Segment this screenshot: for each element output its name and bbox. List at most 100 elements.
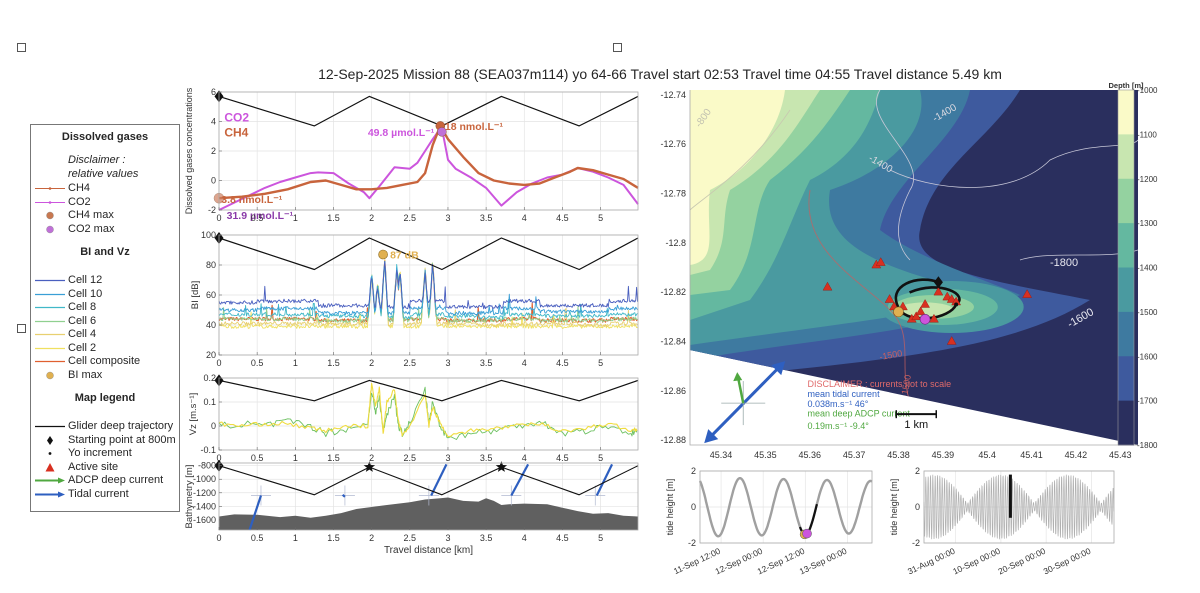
checkbox-left[interactable] xyxy=(17,43,26,52)
map-plot: -800-1400-1400-1800-1600-1500-1500DISCLA… xyxy=(660,81,1158,460)
bi-line-cell-10 xyxy=(218,260,638,316)
y-axis-label: Dissolved gases concentrations xyxy=(184,87,194,214)
annotation-bi-max: 87 dB xyxy=(390,250,419,262)
map-y-tick-label: -12.8 xyxy=(665,238,686,248)
active-site-marker xyxy=(946,336,957,345)
x-tick-label: 4.5 xyxy=(556,533,569,543)
tidal-arrow xyxy=(430,463,448,496)
marker-co2-max xyxy=(437,127,447,137)
legend-swatch xyxy=(48,452,52,455)
x-tick-label: 1.5 xyxy=(327,533,340,543)
bi-line-cell-8 xyxy=(218,261,638,320)
legend-swatch xyxy=(35,425,65,428)
active-site-marker xyxy=(911,311,922,321)
y-tick-label: 0 xyxy=(915,502,920,512)
map-x-tick-label: 45.39 xyxy=(932,450,955,460)
legend-item-yo-increment: Yo increment xyxy=(31,447,179,460)
legend-swatch xyxy=(35,293,65,295)
map-x-tick-label: 45.43 xyxy=(1109,450,1132,460)
map-x-tick-label: 45.35 xyxy=(754,450,777,460)
y-axis-label: BI [dB] xyxy=(190,281,201,310)
legend-label: Tidal current xyxy=(68,487,129,500)
tidal-current-label: mean tidal current xyxy=(808,389,881,399)
x-tick-label: 3.5 xyxy=(480,533,493,543)
marker-bi-max xyxy=(378,249,388,260)
x-tick-label: 4 xyxy=(522,533,527,543)
legend-swatch xyxy=(35,360,65,363)
map-x-tick-label: 45.37 xyxy=(843,450,866,460)
legend-item-co2: CO2 xyxy=(31,196,179,209)
colorbar-frame xyxy=(1117,89,1135,446)
map-y-tick-label: -12.74 xyxy=(660,90,686,100)
x-tick-label: 1 xyxy=(293,453,298,463)
colorbar-band xyxy=(1118,223,1134,268)
x-tick-label: 3.5 xyxy=(480,453,493,463)
scale-bar-label: 1 km xyxy=(904,419,928,431)
legend-swatch xyxy=(35,491,65,497)
start-point-marker xyxy=(933,276,943,289)
legend-item-cell-10: Cell 10 xyxy=(31,288,179,301)
legend-item-cell-composite: Cell composite xyxy=(31,355,179,368)
legend-label: CO2 max xyxy=(68,222,115,235)
legend-swatch xyxy=(46,371,54,379)
checkbox-middle[interactable] xyxy=(17,324,26,333)
contour-line xyxy=(876,90,914,261)
legend-swatch xyxy=(46,225,54,233)
active-site-marker xyxy=(933,286,944,296)
x-tick-label: 20-Sep 00:00 xyxy=(996,546,1047,577)
y-tick-label: -1200 xyxy=(193,488,216,498)
y-tick-label: 80 xyxy=(206,260,216,270)
legend-label: CH4 max xyxy=(68,209,114,221)
tide-line xyxy=(698,477,873,538)
y-tick-label: -2 xyxy=(912,538,920,548)
map-y-tick-label: -12.84 xyxy=(660,336,686,346)
map-x-tick-label: 45.41 xyxy=(1020,450,1043,460)
x-tick-label: 13-Sep 00:00 xyxy=(798,546,849,577)
seafloor-area xyxy=(219,497,638,530)
y-tick-label: 2 xyxy=(211,146,216,156)
y-tick-label: 100 xyxy=(201,230,216,240)
tidal-arrow-head xyxy=(704,429,719,444)
tidal-arrow-head xyxy=(771,361,786,376)
tidal-arrow xyxy=(510,463,530,497)
x-tick-label: 1.5 xyxy=(327,358,340,368)
x-tick-label: 3 xyxy=(445,533,450,543)
x-tick-label: 4 xyxy=(522,358,527,368)
adcp-current-arrow xyxy=(737,377,745,404)
legend-swatch xyxy=(35,306,65,309)
x-tick-label: 4.5 xyxy=(556,453,569,463)
y-tick-label: 4 xyxy=(211,117,216,127)
vz-line-yellow xyxy=(218,382,638,438)
map-y-tick-label: -12.76 xyxy=(660,139,686,149)
adcp-arrow-head xyxy=(733,372,743,382)
colorbar-tick-label: -1000 xyxy=(1137,86,1158,95)
y-tick-label: 2 xyxy=(915,466,920,476)
y-tick-label: 0 xyxy=(211,421,216,431)
x-tick-label: 31-Aug 00:00 xyxy=(906,546,957,577)
x-tick-label: 1.5 xyxy=(327,213,340,223)
tidal-arrow xyxy=(595,463,614,496)
x-tick-label: 5 xyxy=(598,213,603,223)
legend-swatch xyxy=(35,187,65,190)
x-tick-label: 3 xyxy=(445,358,450,368)
active-site-marker xyxy=(875,257,886,266)
x-tick-label: 2.5 xyxy=(404,453,417,463)
y-tick-label: -0.1 xyxy=(200,445,216,455)
active-site-marker xyxy=(929,313,939,323)
annotation-co2-max: 49.8 µmol.L⁻¹ xyxy=(368,127,435,139)
tide-marker-co2-max xyxy=(802,528,812,539)
legend-circle xyxy=(46,225,54,233)
legend-arrow-head xyxy=(58,477,65,484)
legend-arrow-head xyxy=(58,491,65,497)
contour-label: -1500 xyxy=(899,374,913,398)
x-tick-label: 0 xyxy=(216,533,221,543)
trajectory-line xyxy=(218,465,639,496)
shoal-1200 xyxy=(897,302,954,317)
legend-swatch xyxy=(35,320,65,322)
bathymetry-map: -800-1400-1400-1800-1600-1500-1500DISCLA… xyxy=(660,81,1158,460)
currents-disclaimer: DISCLAIMER : currents not to scale xyxy=(808,379,952,389)
inline-label-ch4: CH4 xyxy=(224,125,248,139)
checkbox-right[interactable] xyxy=(613,43,622,52)
